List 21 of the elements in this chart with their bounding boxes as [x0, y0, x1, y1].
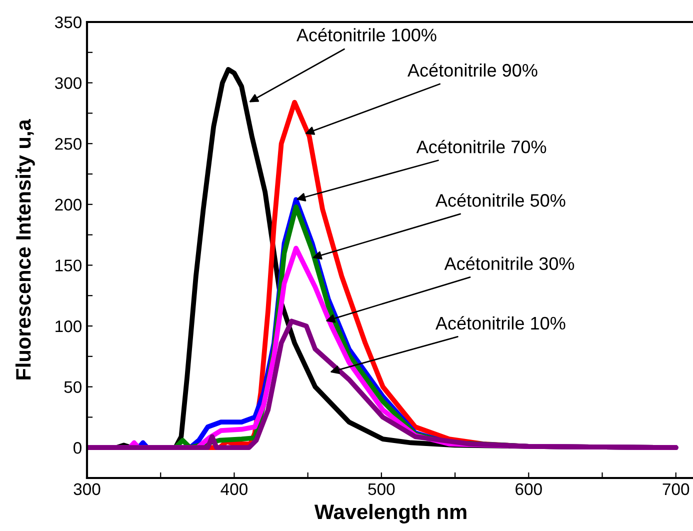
y-tick-label: 300 [54, 77, 82, 90]
annotation: Acétonitrile 10% [435, 316, 566, 330]
x-tick-label: 500 [368, 483, 395, 496]
y-axis-title: Fluorescence Intensity u,a [15, 119, 35, 380]
y-tick-label: 350 [54, 16, 82, 28]
y-tick-label: 0 [74, 442, 82, 454]
y-tick-label: 150 [56, 260, 82, 272]
x-tick-label: 400 [220, 483, 248, 496]
y-tick-label: 200 [55, 198, 82, 211]
y-tick-label: 100 [56, 320, 82, 332]
annotation: Acétonitrile 50% [435, 193, 566, 207]
x-tick-label: 600 [516, 483, 542, 496]
y-tick-label: 250 [55, 138, 82, 150]
annotation: Acétonitrile 90% [408, 63, 538, 77]
x-axis-title: Wavelength nm [314, 504, 466, 524]
annotation: Acétonitrile 70% [416, 140, 546, 154]
x-tick-label: 700 [662, 483, 690, 496]
x-tick-label: 300 [74, 483, 100, 496]
y-tick-label: 50 [64, 381, 82, 394]
annotation: Acétonitrile 100% [296, 28, 436, 42]
annotation: Acétonitrile 30% [444, 256, 574, 270]
